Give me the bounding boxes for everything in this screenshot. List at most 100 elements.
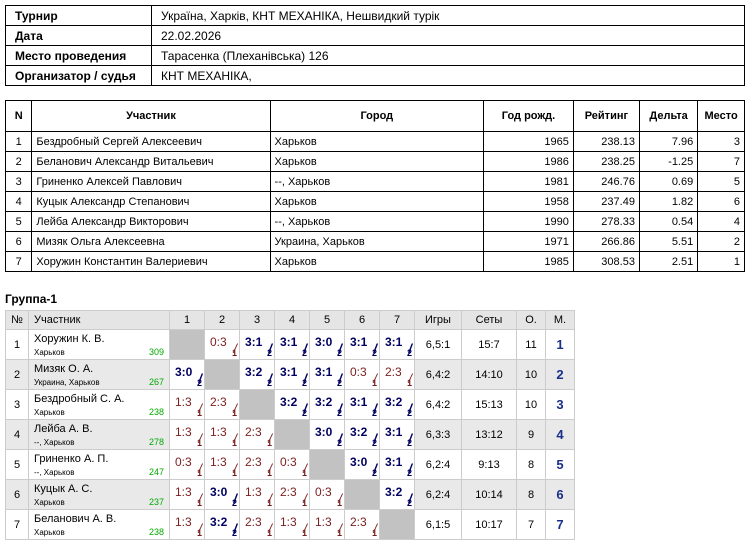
score-slash: / xyxy=(268,431,272,446)
grid-row: 6 Куцык А. С. Харьков 237 1:3/1 3:0/2 1:3/1 2:3… xyxy=(5,479,575,510)
participant-cell: 7 xyxy=(697,151,745,172)
row-number: 5 xyxy=(5,449,29,480)
participant-cell: 1990 xyxy=(483,211,574,232)
participant-cell: 0.69 xyxy=(638,171,699,192)
place-cell: 5 xyxy=(545,449,575,480)
match-points: 2 xyxy=(371,348,377,358)
player-name: Бездробный С. А. xyxy=(34,393,125,405)
participant-cell: Харьков xyxy=(269,191,485,212)
participant-cell: 1965 xyxy=(483,131,574,152)
match-result-cell: 0:3 /1 xyxy=(169,449,205,480)
group-results-table: № Участник 1 2 3 4 5 6 7 Игры Сеты О. М. 1 Хоружин К.… xyxy=(5,310,575,540)
player-cell: Мизяк О. А. Украина, Харьков 267 xyxy=(28,359,170,390)
match-score: 1:3 xyxy=(175,395,192,409)
match-result-cell: 3:2 /2 xyxy=(239,359,275,390)
score-slash: / xyxy=(268,461,272,476)
match-result-cell: 2:3 /1 xyxy=(239,419,275,450)
player-cell: Беланович А. В. Харьков 238 xyxy=(28,509,170,540)
match-points: 1 xyxy=(196,528,202,538)
match-result-cell: 1:3 /1 xyxy=(169,419,205,450)
info-key: Место проведения xyxy=(5,45,152,66)
match-points: 1 xyxy=(371,528,377,538)
participants-header: Рейтинг xyxy=(572,100,640,132)
self-match-cell xyxy=(379,509,415,540)
participant-cell: Бездробный Сергей Алексеевич xyxy=(31,131,271,152)
player-name: Лейба А. В. xyxy=(34,423,93,435)
self-match-cell xyxy=(169,329,205,360)
info-row: Организатор / судья КНТ МЕХАНІКА, xyxy=(5,65,745,86)
match-result-cell: 3:1 /2 xyxy=(344,329,380,360)
match-score: 3:1 xyxy=(315,365,333,379)
match-result-cell: 3:0 /2 xyxy=(344,449,380,480)
match-points: 2 xyxy=(371,468,377,478)
match-points: 2 xyxy=(336,348,342,358)
match-score: 3:1 xyxy=(350,335,368,349)
match-result-cell: 1:3 /1 xyxy=(169,509,205,540)
score-slash: / xyxy=(408,371,412,386)
score-slash: / xyxy=(303,371,307,386)
score-slash: / xyxy=(408,431,412,446)
match-points: 1 xyxy=(266,468,272,478)
participants-header: Дельта xyxy=(638,100,699,132)
row-number: 2 xyxy=(5,359,29,390)
participant-cell: 7 xyxy=(4,251,33,272)
match-points: 1 xyxy=(266,438,272,448)
match-score: 3:0 xyxy=(175,365,193,379)
score-slash: / xyxy=(373,521,377,536)
participant-cell: 1986 xyxy=(483,151,574,172)
score-slash: / xyxy=(338,401,342,416)
player-name: Гриненко А. П. xyxy=(34,453,109,465)
match-score: 3:2 xyxy=(315,395,333,409)
match-score: 3:0 xyxy=(210,485,228,499)
match-points: 1 xyxy=(231,468,237,478)
match-result-cell: 3:1 /2 xyxy=(309,359,345,390)
place-cell: 4 xyxy=(545,419,575,450)
participants-table: N Участник Город Год рожд. Рейтинг Дельта Мест… xyxy=(4,100,745,272)
match-score: 1:3 xyxy=(245,485,262,499)
points-cell: 10 xyxy=(516,359,546,390)
player-rating: 278 xyxy=(148,437,164,447)
self-match-cell xyxy=(204,359,240,390)
match-points: 1 xyxy=(336,528,342,538)
sets-cell: 13:12 xyxy=(461,419,517,450)
match-points: 2 xyxy=(231,498,237,508)
score-slash: / xyxy=(198,521,202,536)
match-points: 2 xyxy=(336,378,342,388)
match-points: 1 xyxy=(371,378,377,388)
player-city: Харьков xyxy=(34,408,65,417)
score-slash: / xyxy=(233,521,237,536)
group-title: Группа-1 xyxy=(5,292,58,306)
participant-cell: 238.13 xyxy=(572,131,640,152)
participant-cell: Харьков xyxy=(269,151,485,172)
participant-cell: Украина, Харьков xyxy=(269,231,485,252)
sets-cell: 10:14 xyxy=(461,479,517,510)
match-points: 2 xyxy=(336,408,342,418)
match-result-cell: 3:0 /2 xyxy=(169,359,205,390)
match-points: 1 xyxy=(301,498,307,508)
match-points: 2 xyxy=(301,378,307,388)
player-cell: Гриненко А. П. --, Харьков 247 xyxy=(28,449,170,480)
match-result-cell: 1:3 /1 xyxy=(204,419,240,450)
points-cell: 11 xyxy=(516,329,546,360)
score-slash: / xyxy=(408,341,412,356)
participant-cell: Гриненко Алексей Павлович xyxy=(31,171,271,192)
match-score: 3:1 xyxy=(245,335,263,349)
match-result-cell: 2:3 /1 xyxy=(379,359,415,390)
player-city: Харьков xyxy=(34,348,65,357)
match-score: 1:3 xyxy=(210,455,227,469)
participant-cell: 1.82 xyxy=(638,191,699,212)
match-result-cell: 2:3 /1 xyxy=(239,449,275,480)
match-result-cell: 3:1 /2 xyxy=(344,389,380,420)
participant-row: 3 Гриненко Алексей Павлович --, Харьков 198… xyxy=(4,171,745,192)
participant-cell: 6 xyxy=(697,191,745,212)
score-slash: / xyxy=(198,431,202,446)
score-slash: / xyxy=(198,461,202,476)
participant-cell: 5 xyxy=(697,171,745,192)
match-points: 1 xyxy=(196,498,202,508)
participant-cell: Хоружин Константин Валериевич xyxy=(31,251,271,272)
grid-header-games: Игры xyxy=(414,310,462,330)
participant-cell: 1981 xyxy=(483,171,574,192)
score-slash: / xyxy=(408,491,412,506)
grid-header-place: М. xyxy=(545,310,575,330)
games-cell: 6,4:2 xyxy=(414,359,462,390)
